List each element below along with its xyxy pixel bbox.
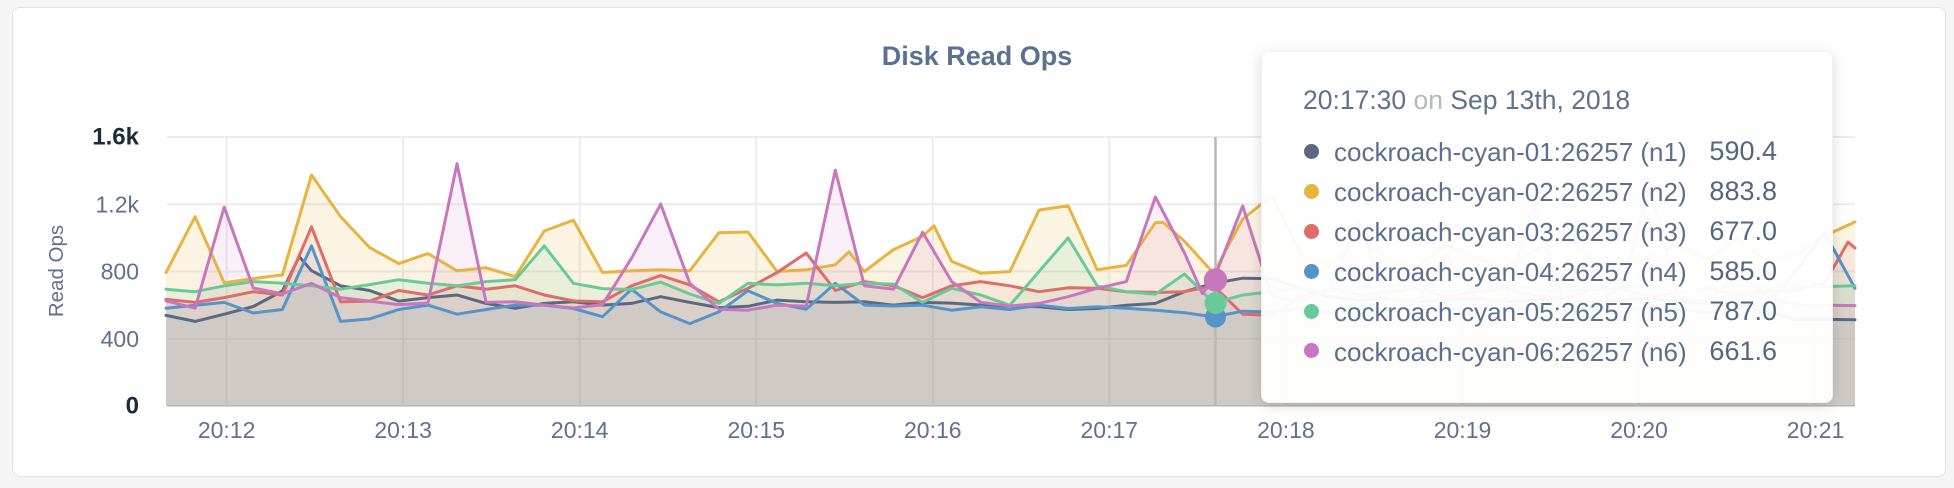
svg-text:20:19: 20:19: [1434, 417, 1492, 443]
svg-text:400: 400: [101, 326, 139, 352]
svg-text:20:12: 20:12: [198, 417, 256, 443]
svg-text:20:13: 20:13: [374, 417, 432, 443]
svg-text:20:16: 20:16: [904, 417, 962, 443]
svg-text:20:18: 20:18: [1257, 417, 1315, 443]
svg-text:20:14: 20:14: [551, 417, 609, 443]
svg-text:800: 800: [101, 259, 139, 285]
svg-text:0: 0: [126, 393, 139, 420]
svg-text:20:21: 20:21: [1787, 417, 1845, 443]
svg-text:1.2k: 1.2k: [96, 191, 140, 217]
svg-text:1.6k: 1.6k: [92, 124, 139, 151]
svg-text:20:15: 20:15: [728, 417, 786, 443]
svg-text:Read Ops: Read Ops: [45, 225, 68, 317]
svg-text:20:20: 20:20: [1610, 417, 1668, 443]
svg-text:20:17: 20:17: [1081, 417, 1139, 443]
